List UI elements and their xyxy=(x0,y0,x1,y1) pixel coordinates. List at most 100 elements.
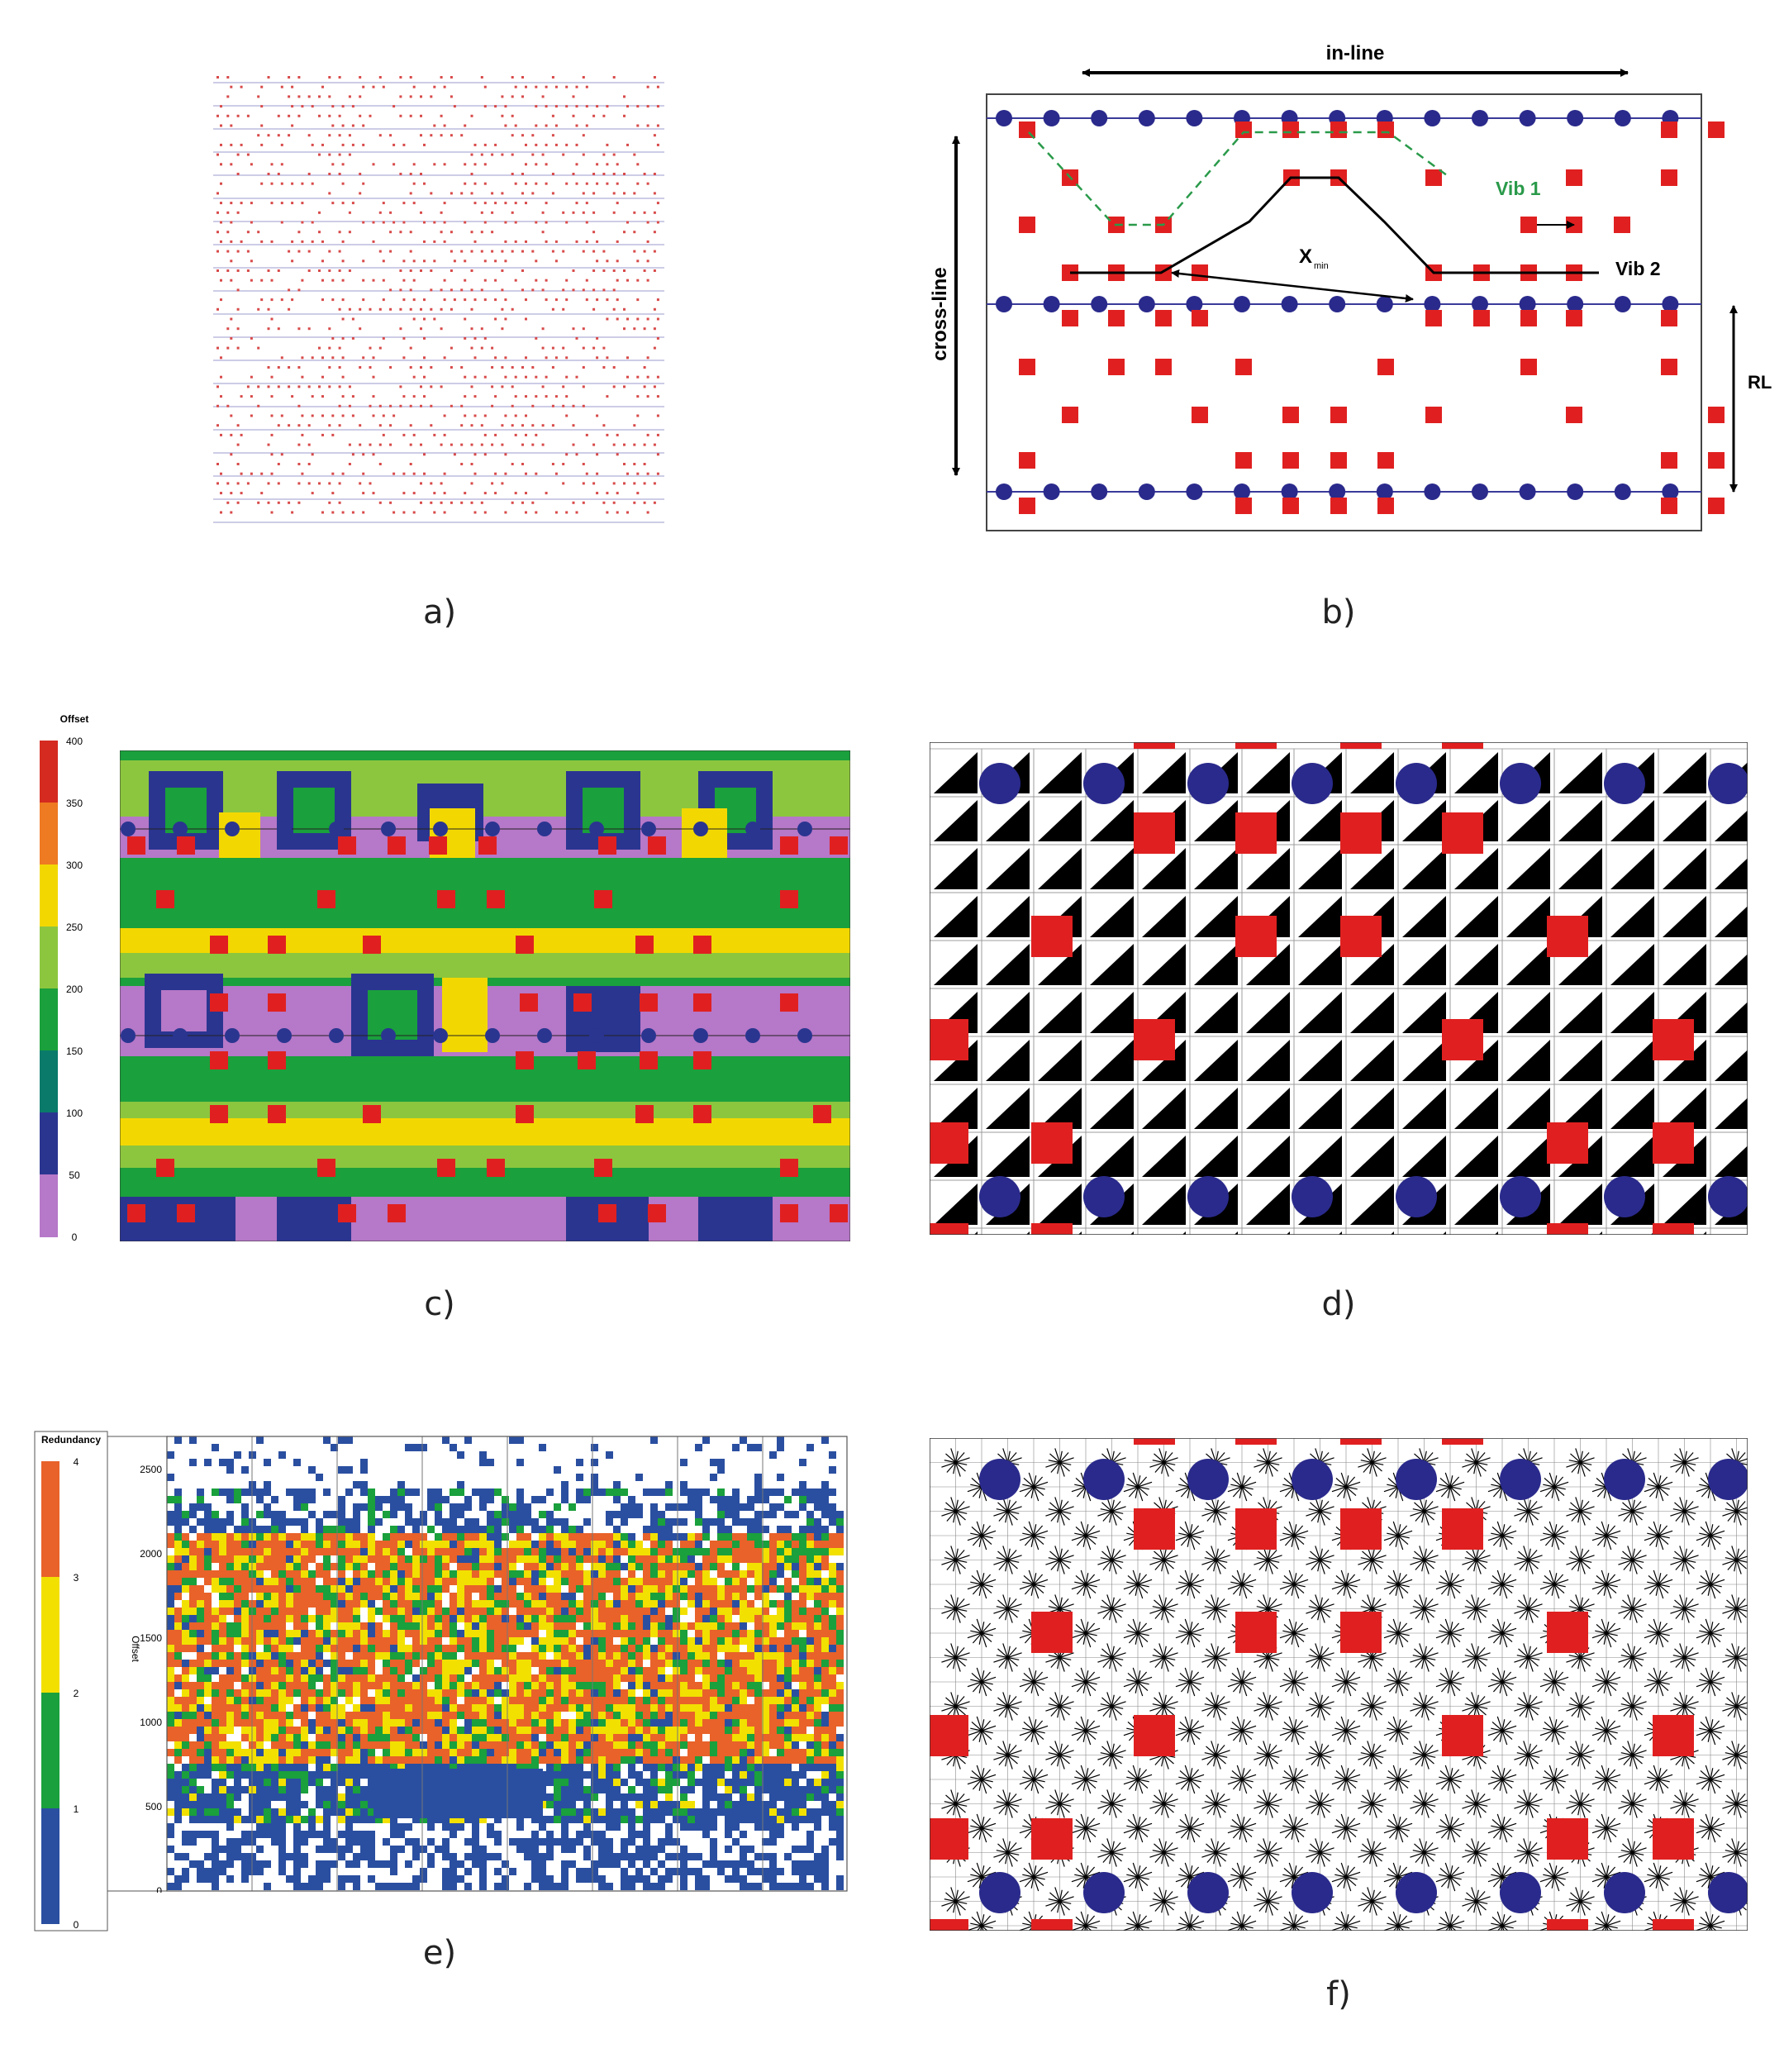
redundancy-cell xyxy=(576,1570,583,1578)
source-dot xyxy=(392,472,396,475)
redundancy-cell xyxy=(531,1831,539,1838)
redundancy-cell xyxy=(338,1682,345,1689)
source-dot xyxy=(575,124,578,127)
redundancy-cell xyxy=(673,1868,680,1875)
redundancy-cell xyxy=(576,1459,583,1466)
redundancy-cell xyxy=(613,1578,621,1585)
redundancy-cell xyxy=(583,1615,591,1622)
source xyxy=(1653,1122,1694,1164)
redundancy-cell xyxy=(680,1608,687,1615)
redundancy-cell xyxy=(658,1734,665,1741)
receiver xyxy=(589,822,604,836)
redundancy-cell xyxy=(539,1541,546,1548)
receiver xyxy=(329,822,344,836)
redundancy-cell xyxy=(569,1563,576,1570)
redundancy-cell xyxy=(658,1652,665,1660)
redundancy-cell xyxy=(464,1734,472,1741)
source-dot xyxy=(643,269,646,272)
redundancy-cell xyxy=(323,1734,331,1741)
source xyxy=(487,1159,505,1177)
redundancy-cell xyxy=(167,1868,174,1875)
source-dot xyxy=(582,366,585,369)
redundancy-cell xyxy=(554,1630,561,1637)
redundancy-cell xyxy=(464,1585,472,1593)
redundancy-cell xyxy=(189,1630,197,1637)
redundancy-cell xyxy=(539,1697,546,1704)
redundancy-cell xyxy=(457,1593,464,1600)
source-dot xyxy=(341,202,345,205)
source-dot xyxy=(440,443,443,446)
redundancy-cell xyxy=(234,1779,241,1786)
redundancy-cell xyxy=(323,1875,331,1883)
source-dot xyxy=(277,482,280,485)
source-dot xyxy=(341,375,345,379)
redundancy-cell xyxy=(427,1496,435,1503)
redundancy-cell xyxy=(212,1704,219,1712)
redundancy-cell xyxy=(583,1831,591,1838)
source-dot xyxy=(643,250,646,253)
redundancy-cell xyxy=(673,1756,680,1764)
redundancy-cell xyxy=(331,1712,338,1719)
source-dot xyxy=(653,501,656,504)
source-dot xyxy=(250,336,253,340)
redundancy-cell xyxy=(442,1853,450,1860)
redundancy-cell xyxy=(450,1548,457,1555)
redundancy-cell xyxy=(687,1489,695,1496)
redundancy-cell xyxy=(375,1555,383,1563)
source-dot xyxy=(301,221,304,224)
source-dot xyxy=(511,385,514,388)
azimuth-wedge xyxy=(1506,800,1550,841)
redundancy-cell xyxy=(293,1704,301,1712)
redundancy-cell xyxy=(554,1548,561,1555)
redundancy-cell xyxy=(331,1652,338,1660)
redundancy-cell xyxy=(598,1883,606,1890)
redundancy-cell xyxy=(435,1756,442,1764)
redundancy-cell xyxy=(665,1652,673,1660)
redundancy-cell xyxy=(212,1846,219,1853)
source-dot xyxy=(220,240,222,243)
azimuth-wedge xyxy=(934,944,978,985)
redundancy-cell xyxy=(658,1749,665,1756)
redundancy-cell xyxy=(390,1734,397,1741)
source-dot xyxy=(240,85,243,88)
redundancy-cell xyxy=(442,1645,450,1652)
redundancy-cell xyxy=(621,1674,628,1682)
redundancy-cell xyxy=(442,1697,450,1704)
source-dot xyxy=(250,472,253,475)
source-dot xyxy=(250,163,253,166)
redundancy-cell xyxy=(212,1712,219,1719)
source-dot xyxy=(504,414,507,417)
redundancy-cell xyxy=(405,1727,412,1734)
redundancy-cell xyxy=(494,1853,502,1860)
redundancy-cell xyxy=(516,1600,524,1608)
redundancy-cell xyxy=(583,1608,591,1615)
receiver xyxy=(797,1028,812,1043)
source-dot xyxy=(612,76,616,79)
redundancy-cell xyxy=(397,1652,405,1660)
redundancy-cell xyxy=(554,1503,561,1511)
redundancy-cell xyxy=(204,1734,212,1741)
redundancy-cell xyxy=(241,1630,249,1637)
redundancy-cell xyxy=(487,1615,494,1622)
redundancy-cell xyxy=(435,1630,442,1637)
redundancy-cell xyxy=(472,1585,479,1593)
redundancy-cell xyxy=(345,1563,353,1570)
redundancy-cell xyxy=(234,1704,241,1712)
redundancy-cell xyxy=(680,1570,687,1578)
source-dot xyxy=(636,279,640,282)
redundancy-cell xyxy=(442,1570,450,1578)
redundancy-cell xyxy=(546,1674,554,1682)
redundancy-cell xyxy=(308,1578,316,1585)
redundancy-cell xyxy=(442,1846,450,1853)
source-dot xyxy=(596,356,599,360)
source-dot xyxy=(246,250,250,253)
source-dot xyxy=(362,279,365,282)
redundancy-cell xyxy=(464,1608,472,1615)
source xyxy=(338,1204,356,1222)
source-dot xyxy=(348,134,351,137)
redundancy-cell xyxy=(375,1622,383,1630)
redundancy-cell xyxy=(167,1727,174,1734)
source-dot xyxy=(216,424,219,427)
azimuth-wedge xyxy=(1194,800,1238,841)
redundancy-cell xyxy=(502,1585,509,1593)
